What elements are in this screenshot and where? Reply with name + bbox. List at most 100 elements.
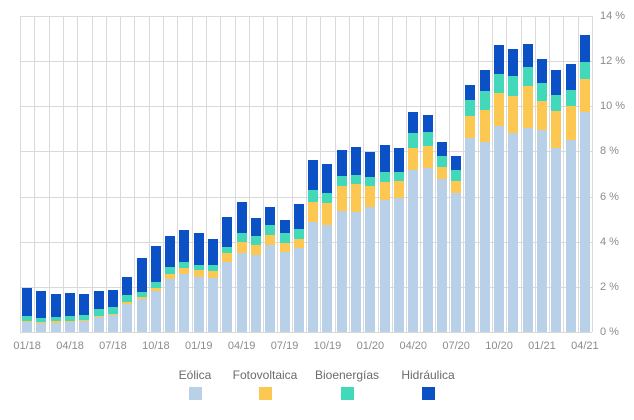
bar-segment-06-18-hidráulica[interactable] <box>93 291 104 310</box>
bar-03-20[interactable] <box>393 16 404 332</box>
bar-segment-11-19-eólica[interactable] <box>336 210 347 332</box>
bar-segment-04-18-fotovoltaica[interactable] <box>65 320 76 322</box>
bar-segment-09-20-eólica[interactable] <box>479 141 490 332</box>
bar-segment-04-19-bioenergías[interactable] <box>236 233 247 242</box>
bar-segment-04-20-fotovoltaica[interactable] <box>408 148 419 171</box>
bar-segment-03-21-hidráulica[interactable] <box>565 63 576 90</box>
bar-segment-03-18-hidráulica[interactable] <box>50 293 61 318</box>
bar-segment-08-20-hidráulica[interactable] <box>465 84 476 101</box>
bar-segment-12-18-fotovoltaica[interactable] <box>179 268 190 275</box>
bar-segment-03-19-hidráulica[interactable] <box>222 216 233 247</box>
bar-09-18[interactable] <box>136 16 147 332</box>
bar-segment-02-21-fotovoltaica[interactable] <box>551 110 562 149</box>
bar-10-20[interactable] <box>494 16 505 332</box>
bar-segment-02-21-eólica[interactable] <box>551 148 562 332</box>
bar-segment-02-21-hidráulica[interactable] <box>551 70 562 95</box>
bar-segment-05-19-fotovoltaica[interactable] <box>250 245 261 256</box>
bar-segment-03-21-bioenergías[interactable] <box>565 89 576 106</box>
bar-segment-11-20-eólica[interactable] <box>508 133 519 332</box>
bar-segment-01-19-hidráulica[interactable] <box>193 232 204 265</box>
bar-segment-06-19-hidráulica[interactable] <box>265 207 276 226</box>
bar-segment-07-20-bioenergías[interactable] <box>451 169 462 182</box>
bar-segment-12-20-fotovoltaica[interactable] <box>522 86 533 128</box>
bar-segment-08-20-fotovoltaica[interactable] <box>465 115 476 139</box>
bar-segment-03-19-bioenergías[interactable] <box>222 246 233 254</box>
bar-05-20[interactable] <box>422 16 433 332</box>
bar-segment-09-20-hidráulica[interactable] <box>479 69 490 92</box>
bar-segment-09-19-hidráulica[interactable] <box>308 159 319 190</box>
bar-07-18[interactable] <box>107 16 118 332</box>
bar-segment-12-19-fotovoltaica[interactable] <box>351 183 362 212</box>
bar-segment-11-18-hidráulica[interactable] <box>165 235 176 267</box>
bar-segment-07-19-hidráulica[interactable] <box>279 220 290 234</box>
bar-segment-06-20-eólica[interactable] <box>436 179 447 332</box>
bar-segment-06-20-hidráulica[interactable] <box>436 142 447 156</box>
bar-segment-08-19-fotovoltaica[interactable] <box>293 238 304 248</box>
bar-segment-01-19-eólica[interactable] <box>193 276 204 332</box>
bar-segment-08-18-hidráulica[interactable] <box>122 276 133 295</box>
bar-01-21[interactable] <box>536 16 547 332</box>
bar-segment-04-20-eólica[interactable] <box>408 170 419 332</box>
bar-segment-08-18-eólica[interactable] <box>122 304 133 332</box>
bar-segment-03-20-fotovoltaica[interactable] <box>393 181 404 199</box>
bar-segment-06-18-fotovoltaica[interactable] <box>93 316 104 317</box>
bar-segment-05-19-bioenergías[interactable] <box>250 236 261 246</box>
bar-segment-04-18-bioenergías[interactable] <box>65 316 76 321</box>
bar-segment-04-18-hidráulica[interactable] <box>65 292 76 317</box>
bar-segment-03-20-bioenergías[interactable] <box>393 171 404 182</box>
bar-04-18[interactable] <box>65 16 76 332</box>
bar-segment-06-18-eólica[interactable] <box>93 316 104 332</box>
bar-segment-12-18-bioenergías[interactable] <box>179 261 190 269</box>
bar-08-20[interactable] <box>465 16 476 332</box>
bar-segment-11-20-hidráulica[interactable] <box>508 48 519 77</box>
bar-segment-11-18-eólica[interactable] <box>165 278 176 332</box>
bar-05-19[interactable] <box>250 16 261 332</box>
bar-segment-04-21-eólica[interactable] <box>579 111 590 332</box>
bar-segment-03-19-fotovoltaica[interactable] <box>222 253 233 262</box>
bar-segment-02-20-fotovoltaica[interactable] <box>379 181 390 200</box>
bar-12-20[interactable] <box>522 16 533 332</box>
bar-segment-11-20-bioenergías[interactable] <box>508 76 519 97</box>
bar-segment-03-21-fotovoltaica[interactable] <box>565 105 576 140</box>
bar-segment-03-18-eólica[interactable] <box>50 322 61 332</box>
bar-segment-04-19-fotovoltaica[interactable] <box>236 241 247 253</box>
bar-segment-02-20-bioenergías[interactable] <box>379 172 390 182</box>
bar-segment-02-18-fotovoltaica[interactable] <box>36 321 47 323</box>
bar-segment-08-19-bioenergías[interactable] <box>293 229 304 239</box>
bar-segment-05-19-hidráulica[interactable] <box>250 218 261 237</box>
bar-segment-01-21-hidráulica[interactable] <box>536 58 547 83</box>
bar-segment-05-20-eólica[interactable] <box>422 168 433 332</box>
bar-06-20[interactable] <box>436 16 447 332</box>
bar-segment-09-19-eólica[interactable] <box>308 221 319 332</box>
bar-11-19[interactable] <box>336 16 347 332</box>
bar-segment-10-20-fotovoltaica[interactable] <box>494 92 505 127</box>
bar-segment-04-20-bioenergías[interactable] <box>408 132 419 149</box>
bar-segment-09-18-hidráulica[interactable] <box>136 257 147 292</box>
bar-segment-08-20-eólica[interactable] <box>465 138 476 332</box>
bar-09-20[interactable] <box>479 16 490 332</box>
bar-segment-08-18-fotovoltaica[interactable] <box>122 302 133 305</box>
bar-segment-02-20-eólica[interactable] <box>379 199 390 332</box>
bar-segment-07-18-fotovoltaica[interactable] <box>107 313 118 315</box>
bar-08-19[interactable] <box>293 16 304 332</box>
bar-segment-05-18-hidráulica[interactable] <box>79 293 90 316</box>
bar-segment-05-18-bioenergías[interactable] <box>79 315 90 320</box>
bar-segment-12-18-hidráulica[interactable] <box>179 229 190 262</box>
bar-segment-01-20-hidráulica[interactable] <box>365 152 376 177</box>
bar-segment-01-21-fotovoltaica[interactable] <box>536 100 547 130</box>
bar-segment-04-21-fotovoltaica[interactable] <box>579 78 590 112</box>
bar-03-21[interactable] <box>565 16 576 332</box>
bar-segment-03-20-hidráulica[interactable] <box>393 148 404 172</box>
bar-11-20[interactable] <box>508 16 519 332</box>
bar-04-21[interactable] <box>579 16 590 332</box>
bar-segment-06-19-fotovoltaica[interactable] <box>265 235 276 246</box>
bar-segment-02-19-hidráulica[interactable] <box>208 239 219 265</box>
bar-11-18[interactable] <box>165 16 176 332</box>
bar-segment-09-20-fotovoltaica[interactable] <box>479 109 490 142</box>
bar-segment-01-19-bioenergías[interactable] <box>193 264 204 271</box>
bar-segment-07-18-bioenergías[interactable] <box>107 306 118 314</box>
bar-segment-10-20-hidráulica[interactable] <box>494 45 505 74</box>
bar-segment-12-19-hidráulica[interactable] <box>351 147 362 175</box>
bar-segment-10-19-hidráulica[interactable] <box>322 163 333 193</box>
bar-segment-10-19-fotovoltaica[interactable] <box>322 203 333 226</box>
